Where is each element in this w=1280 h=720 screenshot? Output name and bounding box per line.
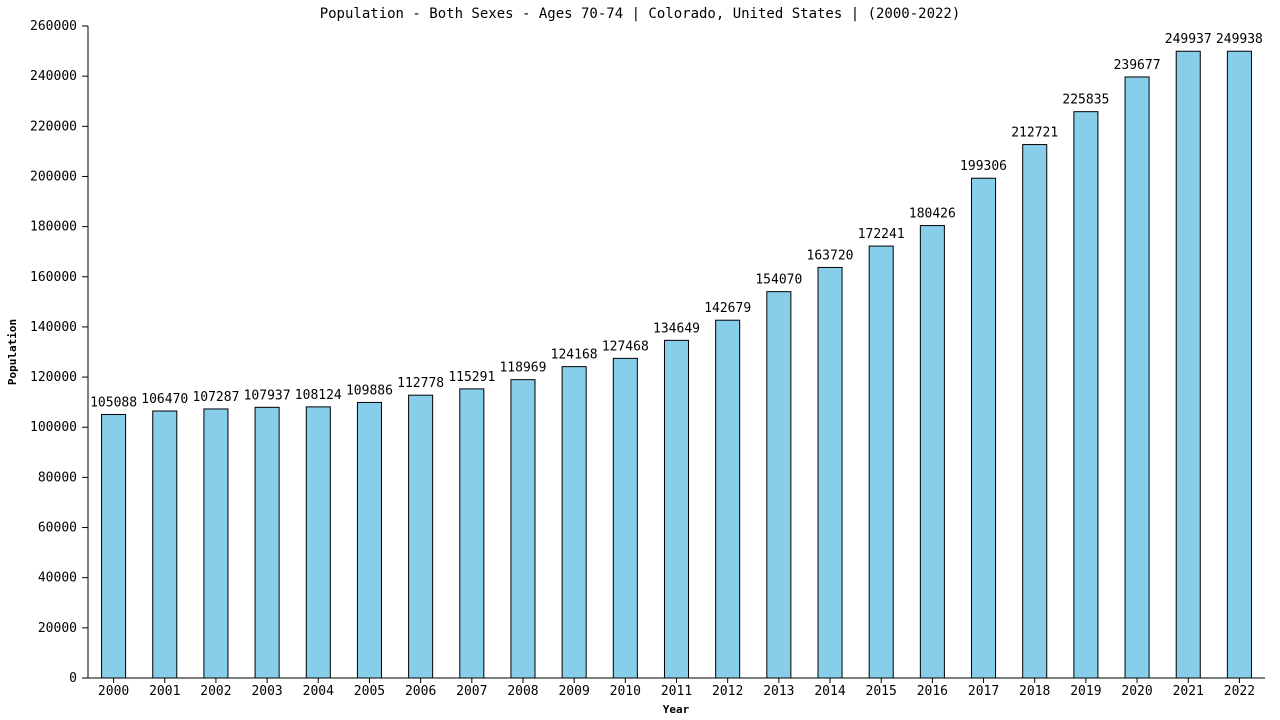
x-tick-label-2004: 2004	[303, 684, 334, 699]
bar-2008	[510, 379, 536, 679]
data-label-2001: 106470	[141, 392, 188, 407]
data-label-2003: 107937	[244, 388, 291, 403]
data-label-2010: 127468	[602, 339, 649, 354]
bar-2013	[766, 291, 792, 679]
x-tick-label-2013: 2013	[763, 684, 794, 699]
bar-2003	[254, 406, 280, 679]
data-label-2007: 115291	[448, 370, 495, 385]
bar-2000	[101, 413, 127, 679]
y-tick-label: 200000	[30, 169, 77, 184]
x-tick-label-2011: 2011	[661, 684, 692, 699]
x-tick-label-2006: 2006	[405, 684, 436, 699]
x-tick-label-2022: 2022	[1224, 684, 1255, 699]
y-tick-label: 260000	[30, 19, 77, 34]
y-axis-label: Population	[6, 319, 19, 385]
data-label-2019: 225835	[1062, 93, 1109, 108]
data-label-2022: 249938	[1216, 32, 1263, 47]
data-label-2020: 239677	[1114, 58, 1161, 73]
x-tick-label-2020: 2020	[1121, 684, 1152, 699]
y-tick-label: 160000	[30, 270, 77, 285]
bar-2012	[715, 319, 741, 679]
bar-2019	[1073, 111, 1099, 679]
bar-2020	[1124, 76, 1150, 679]
y-tick-label: 20000	[38, 621, 77, 636]
bar-2004	[305, 406, 331, 679]
y-tick-label: 0	[69, 671, 77, 686]
y-tick-label: 80000	[38, 470, 77, 485]
x-tick-label-2002: 2002	[200, 684, 231, 699]
data-labels: 105088 106470 107287 107937 108124 109886 1127…	[90, 32, 1263, 410]
bar-2016	[919, 225, 945, 679]
y-axis-ticks: 0 20000 40000 60000 80000 100000 120000 140000 1…	[30, 19, 88, 686]
bar-2002	[203, 408, 229, 679]
y-tick-label: 60000	[38, 521, 77, 536]
data-label-2018: 212721	[1011, 126, 1058, 141]
x-tick-label-2008: 2008	[507, 684, 538, 699]
bar-2007	[459, 388, 485, 679]
data-label-2005: 109886	[346, 383, 393, 398]
x-tick-label-2015: 2015	[866, 684, 897, 699]
y-tick-label: 100000	[30, 420, 77, 435]
data-label-2014: 163720	[807, 248, 854, 263]
x-tick-label-2021: 2021	[1173, 684, 1204, 699]
y-tick-label: 140000	[30, 320, 77, 335]
x-tick-label-2014: 2014	[814, 684, 845, 699]
data-label-2013: 154070	[755, 273, 802, 288]
y-tick-label: 240000	[30, 69, 77, 84]
x-axis-label: Year	[663, 703, 690, 716]
bar-2009	[561, 366, 587, 679]
chart-title: Population - Both Sexes - Ages 70-74 | C…	[320, 6, 961, 22]
x-tick-label-2010: 2010	[610, 684, 641, 699]
y-tick-label: 40000	[38, 571, 77, 586]
data-label-2017: 199306	[960, 159, 1007, 174]
data-label-2021: 249937	[1165, 32, 1212, 47]
bar-2006	[408, 394, 434, 679]
bar-series	[101, 50, 1252, 679]
x-tick-label-2016: 2016	[917, 684, 948, 699]
x-tick-label-2009: 2009	[558, 684, 589, 699]
x-tick-label-2019: 2019	[1070, 684, 1101, 699]
bar-2005	[356, 401, 382, 679]
bar-2011	[663, 339, 690, 679]
y-tick-label: 120000	[30, 370, 77, 385]
x-tick-label-2003: 2003	[251, 684, 282, 699]
data-label-2016: 180426	[909, 207, 956, 222]
bar-2021	[1175, 50, 1201, 679]
data-label-2002: 107287	[192, 390, 239, 405]
y-tick-label: 220000	[30, 119, 77, 134]
data-label-2006: 112778	[397, 376, 444, 391]
bar-2010	[612, 357, 638, 679]
x-tick-label-2007: 2007	[456, 684, 487, 699]
data-label-2000: 105088	[90, 395, 137, 410]
x-tick-label-2018: 2018	[1019, 684, 1050, 699]
bar-2015	[868, 245, 894, 679]
bar-2001	[152, 410, 178, 679]
bar-2014	[817, 266, 843, 679]
x-tick-label-2005: 2005	[354, 684, 385, 699]
bar-2018	[1022, 144, 1048, 679]
data-label-2011: 134649	[653, 321, 700, 336]
data-label-2012: 142679	[704, 301, 751, 316]
bar-2017	[971, 177, 997, 679]
x-tick-label-2017: 2017	[968, 684, 999, 699]
x-tick-label-2000: 2000	[98, 684, 129, 699]
data-label-2008: 118969	[499, 361, 546, 376]
data-label-2015: 172241	[858, 227, 905, 242]
data-label-2009: 124168	[551, 348, 598, 363]
data-label-2004: 108124	[295, 388, 342, 403]
bar-2022	[1226, 50, 1252, 679]
y-tick-label: 180000	[30, 220, 77, 235]
x-axis-ticks: 2000 2001 2002 2003 2004 2005 2006 2007 2008 2009…	[98, 678, 1255, 699]
x-tick-label-2001: 2001	[149, 684, 180, 699]
x-tick-label-2012: 2012	[712, 684, 743, 699]
